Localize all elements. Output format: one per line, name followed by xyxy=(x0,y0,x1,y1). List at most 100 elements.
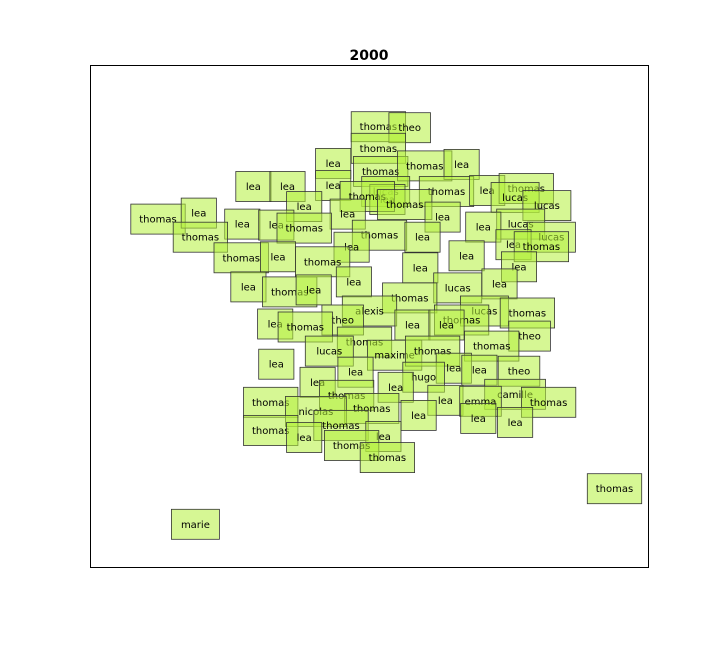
point-label-box xyxy=(448,240,485,272)
point-label-text: thomas xyxy=(333,441,370,452)
chart-title: 2000 xyxy=(350,48,389,64)
point-label-text: lea xyxy=(388,383,403,394)
point-label-text: lea xyxy=(268,320,283,331)
point-label-text: thomas xyxy=(406,161,443,172)
point-label-text: lea xyxy=(511,262,526,273)
point-label-text: thomas xyxy=(360,144,397,155)
point-label-text: lea xyxy=(346,277,361,288)
point-label-text: lea xyxy=(306,285,321,296)
point-label-box xyxy=(295,274,332,306)
point-label-37: lea xyxy=(259,241,296,273)
point-label-box xyxy=(460,402,497,434)
point-label-text: alexis xyxy=(355,307,384,318)
point-label-80: lea xyxy=(400,399,437,431)
point-label-text: camille xyxy=(497,390,533,401)
point-label-text: lea xyxy=(435,213,450,224)
point-label-text: lea xyxy=(344,243,359,254)
point-label-47: lea xyxy=(481,268,518,300)
point-label-text: thomas xyxy=(353,404,390,415)
point-label-box xyxy=(586,473,643,505)
point-label-41: lea xyxy=(402,252,439,284)
point-label-42: lea xyxy=(230,271,267,303)
point-label-text: lea xyxy=(471,414,486,425)
point-label-text: lea xyxy=(439,321,454,332)
point-label-31: lea xyxy=(404,221,441,253)
point-label-box xyxy=(230,271,267,303)
plot-frame xyxy=(90,65,649,568)
point-label-text: thomas xyxy=(182,233,219,244)
point-label-box xyxy=(400,399,437,431)
point-label-box xyxy=(402,252,439,284)
point-label-text: lea xyxy=(438,396,453,407)
point-label-text: thomas xyxy=(414,347,451,358)
point-label-text: lea xyxy=(326,159,341,170)
point-label-text: thomas xyxy=(391,293,428,304)
point-label-90: marie xyxy=(170,508,220,540)
point-label-box xyxy=(428,309,465,341)
point-label-text: lea xyxy=(480,186,495,197)
point-label-text: thomas xyxy=(304,257,341,268)
point-label-text: thomas xyxy=(285,224,322,235)
point-label-text: lea xyxy=(269,360,284,371)
point-label-text: lea xyxy=(297,433,312,444)
point-label-text: thomas xyxy=(362,167,399,178)
point-label-text: maxime xyxy=(374,351,414,362)
point-label-64: lea xyxy=(258,348,295,380)
point-label-82: lea xyxy=(497,406,534,438)
point-label-text: lucas xyxy=(316,347,342,358)
point-label-text: lea xyxy=(310,378,325,389)
point-label-7: lea xyxy=(235,171,272,202)
point-label-text: lea xyxy=(508,418,523,429)
point-label-56: lea xyxy=(394,309,431,341)
point-label-81: lea xyxy=(460,402,497,434)
point-label-text: lea xyxy=(270,252,285,263)
point-label-text: thomas xyxy=(346,338,383,349)
point-label-text: lucas xyxy=(534,201,560,212)
point-label-text: lea xyxy=(348,368,363,379)
point-label-box xyxy=(276,212,332,244)
point-label-text: lea xyxy=(411,411,426,422)
point-label-text: thomas xyxy=(252,398,289,409)
point-label-text: thomas xyxy=(428,187,465,198)
point-label-text: emma xyxy=(465,397,497,408)
point-label-text: thomas xyxy=(530,398,567,409)
point-label-45: lea xyxy=(335,266,372,298)
point-label-text: lea xyxy=(413,263,428,274)
point-label-text: lea xyxy=(492,279,507,290)
point-label-85: lea xyxy=(286,422,323,453)
point-label-box xyxy=(404,221,441,253)
point-label-text: lea xyxy=(476,223,491,234)
point-label-text: lea xyxy=(326,181,341,192)
point-label-text: thomas xyxy=(523,242,560,253)
point-label-box xyxy=(497,406,534,438)
point-label-text: lucas xyxy=(508,220,534,231)
point-label-text: thomas xyxy=(361,231,398,242)
point-label-text: lea xyxy=(340,210,355,221)
point-label-text: lea xyxy=(472,366,487,377)
point-label-text: thomas xyxy=(222,253,259,264)
point-label-text: theo xyxy=(331,316,354,327)
point-label-box xyxy=(286,422,323,453)
point-label-text: lea xyxy=(459,251,474,262)
point-label-text: lea xyxy=(191,209,206,220)
point-label-text: lea xyxy=(269,221,284,232)
point-label-box xyxy=(465,211,502,243)
point-label-text: theo xyxy=(398,123,421,134)
point-label-text: lea xyxy=(446,364,461,375)
point-label-text: thomas xyxy=(386,200,423,211)
point-label-17: thomas xyxy=(377,189,433,221)
point-label-box xyxy=(394,309,431,341)
point-label-35: thomas xyxy=(513,231,570,263)
point-label-44: lea xyxy=(295,274,332,306)
point-label-text: theo xyxy=(508,367,531,378)
point-label-text: thomas xyxy=(349,192,386,203)
point-label-text: thomas xyxy=(252,426,289,437)
point-label-89: thomas xyxy=(586,473,643,505)
point-label-text: lucas xyxy=(445,283,471,294)
point-label-box xyxy=(335,266,372,298)
point-label-text: marie xyxy=(181,520,210,531)
point-label-text: lea xyxy=(246,182,261,193)
point-label-28: lea xyxy=(465,211,502,243)
